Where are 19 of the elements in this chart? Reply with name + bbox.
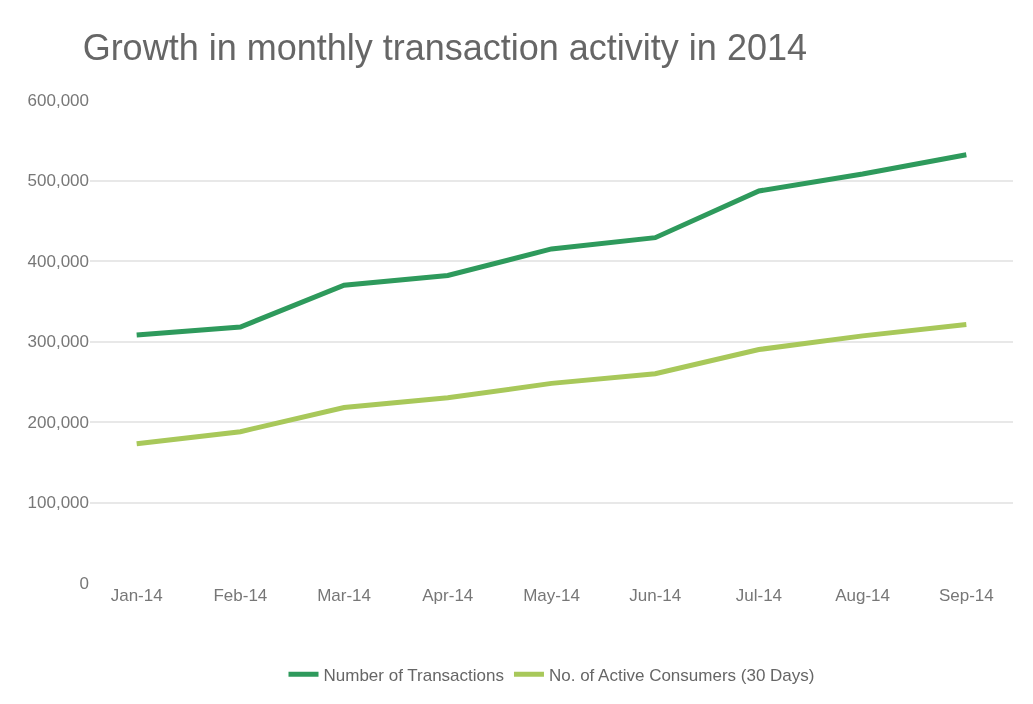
x-tick-label: Jun-14: [629, 586, 682, 605]
x-tick-label: Feb-14: [213, 586, 268, 605]
y-tick-label: 500,000: [27, 171, 89, 191]
y-tick-label: 200,000: [27, 412, 89, 432]
y-tick-label: 0: [79, 573, 89, 593]
x-tick-label: Sep-14: [938, 586, 994, 605]
y-tick-label: 600,000: [27, 90, 89, 110]
x-tick-label: Aug-14: [835, 586, 891, 605]
x-tick-label: May-14: [523, 586, 580, 605]
x-tick-label: Mar-14: [317, 586, 372, 605]
x-tick-label: Jul-14: [735, 586, 783, 605]
legend-label: Number of Transactions: [323, 665, 504, 685]
y-tick-label: 400,000: [27, 251, 89, 271]
y-tick-label: 300,000: [27, 332, 89, 352]
chart-title: Growth in monthly transaction activity in 2014: [82, 27, 807, 69]
x-tick-label: Jan-14: [110, 586, 163, 605]
x-tick-label: Apr-14: [422, 586, 474, 605]
legend-label: No. of Active Consumers (30 Days): [548, 665, 815, 685]
y-tick-label: 100,000: [27, 493, 89, 513]
